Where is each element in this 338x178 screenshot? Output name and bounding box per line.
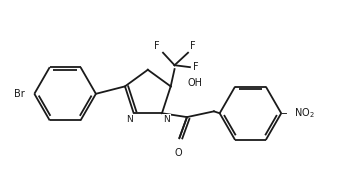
Text: OH: OH — [187, 78, 202, 88]
Text: F: F — [190, 41, 196, 51]
Text: F: F — [153, 41, 159, 51]
Text: N: N — [126, 115, 133, 124]
Text: Br: Br — [14, 89, 25, 99]
Text: NO$_2$: NO$_2$ — [294, 106, 314, 120]
Text: O: O — [174, 148, 182, 158]
Text: F: F — [193, 62, 198, 72]
Text: N: N — [163, 115, 170, 124]
